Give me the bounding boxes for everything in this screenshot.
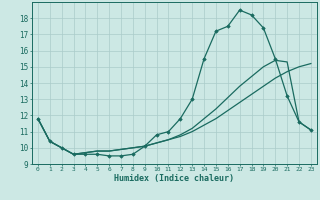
X-axis label: Humidex (Indice chaleur): Humidex (Indice chaleur) — [115, 174, 234, 183]
